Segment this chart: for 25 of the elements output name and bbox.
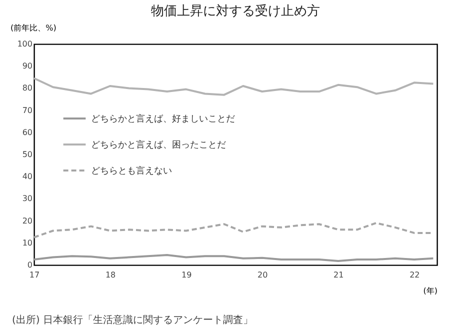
y-axis-title: (前年比、%) xyxy=(10,24,56,32)
x-tick-label: 20 xyxy=(258,270,268,280)
y-tick-label: 30 xyxy=(22,194,32,204)
y-tick-label: 80 xyxy=(22,84,32,93)
legend-label: どちらとも言えない xyxy=(91,166,172,176)
y-tick-label: 70 xyxy=(22,106,32,115)
y-tick-label: 90 xyxy=(22,62,32,71)
text: (出所) 日本銀行「生活意識に関するアンケート調査」 xyxy=(12,314,254,327)
y-tick-label: 100 xyxy=(17,40,32,48)
x-tick-label: 22 xyxy=(410,270,420,280)
y-tick-label: 20 xyxy=(22,216,32,226)
y-tick-label: 40 xyxy=(22,172,32,182)
x-axis-title: (年) xyxy=(423,286,438,296)
y-tick-label: 60 xyxy=(22,128,32,137)
y-tick-label: 0 xyxy=(27,260,32,270)
x-tick-label: 21 xyxy=(334,270,344,280)
y-tick-label: 10 xyxy=(22,238,32,248)
x-tick-label: 18 xyxy=(105,270,116,280)
legend-label: どちらかと言えば、困ったことだ xyxy=(91,140,226,150)
line-series xyxy=(33,77,434,96)
chart-title: 物価上昇に対する受け止め方 xyxy=(151,3,320,19)
x-tick-label: 17 xyxy=(29,270,40,280)
y-tick-label: 50 xyxy=(22,150,32,159)
x-tick-label: 19 xyxy=(181,270,192,280)
legend-label: どちらかと言えば、好ましいことだ xyxy=(91,114,235,124)
